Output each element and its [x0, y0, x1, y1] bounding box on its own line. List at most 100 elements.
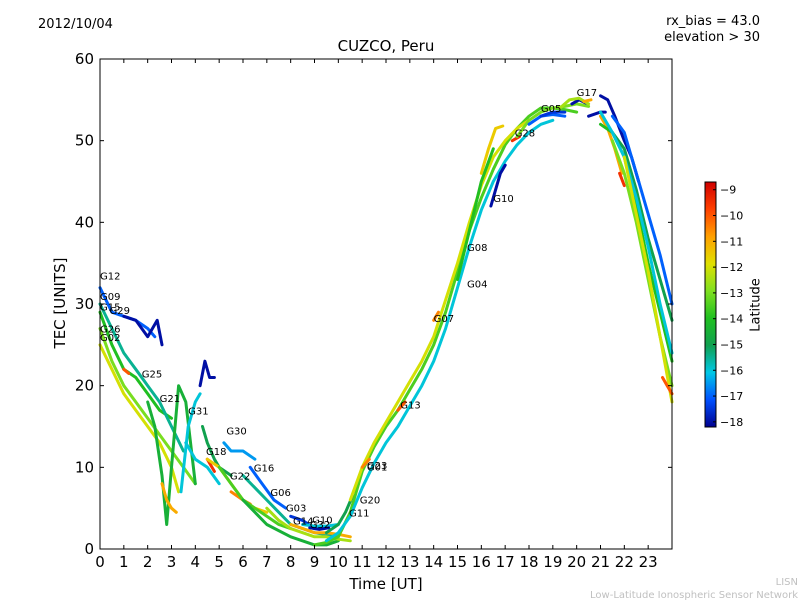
axis-layer: 0 1 2 3 4 5 6 7 8 9 10 11 12 13 14 15 16 17 18 19 20 21 22 2301… — [75, 50, 672, 571]
tec-series-10 — [198, 359, 216, 388]
y-tick-label: 60 — [75, 50, 94, 68]
x-tick-label: 10 — [329, 553, 348, 571]
tec-series-34 — [479, 124, 505, 175]
prn-label: G09 — [100, 292, 120, 303]
receiver-info: rx_bias = 43.0 elevation > 30 — [664, 14, 760, 46]
tec-series-8 — [160, 482, 178, 514]
prn-label: G02 — [100, 333, 120, 344]
tec-series-53 — [661, 376, 674, 396]
prn-label: G20 — [360, 495, 380, 506]
colorbar-tick-label: −17 — [720, 390, 743, 403]
colorbar-tick-label: −10 — [720, 210, 743, 223]
x-tick-label: 23 — [639, 553, 658, 571]
prn-label: G01 — [367, 463, 387, 474]
x-tick-label: 5 — [214, 553, 224, 571]
x-tick-label: 0 — [95, 553, 105, 571]
colorbar-tick-label: −15 — [720, 338, 743, 351]
tec-series-14 — [222, 441, 257, 461]
prn-label: G08 — [467, 243, 487, 254]
x-tick-label: 8 — [286, 553, 296, 571]
prn-label: G32 — [310, 520, 330, 531]
x-tick-label: 4 — [191, 553, 201, 571]
tec-series-42 — [582, 98, 593, 103]
y-tick-label: 30 — [75, 295, 94, 313]
x-tick-label: 12 — [376, 553, 395, 571]
prn-label: G23 — [367, 461, 387, 472]
prn-label: G06 — [270, 488, 290, 499]
x-tick-label: 16 — [472, 553, 491, 571]
tec-series-26 — [324, 494, 355, 535]
prn-label: G10 — [312, 516, 332, 527]
credit-line-2: Low-Latitude Ionospheric Sensor Network — [590, 590, 798, 601]
prn-label: G28 — [515, 129, 535, 140]
prn-label: G15 — [100, 303, 120, 314]
tec-series-15 — [248, 465, 288, 510]
tec-series-0 — [98, 343, 181, 494]
prn-label: G11 — [349, 508, 369, 519]
tec-series-6 — [122, 367, 131, 375]
prn-label: G25 — [142, 370, 162, 381]
rx-bias-label: rx_bias = 43.0 — [666, 14, 760, 29]
tec-series-49 — [610, 114, 674, 306]
tec-series-29 — [348, 118, 531, 502]
colorbar — [704, 181, 717, 428]
prn-label: G05 — [541, 104, 561, 115]
x-tick-label: 21 — [591, 553, 610, 571]
tec-series-24 — [301, 523, 340, 528]
tec-series-31 — [396, 400, 407, 412]
colorbar-tick-label: −16 — [720, 364, 743, 377]
prn-label: G22 — [230, 472, 250, 483]
x-tick-label: 19 — [543, 553, 562, 571]
x-tick-label: 9 — [310, 553, 320, 571]
prn-label: G30 — [226, 427, 246, 438]
colorbar-tick-label: −14 — [720, 313, 743, 326]
elevation-label: elevation > 30 — [664, 30, 760, 45]
tec-series-28 — [324, 118, 555, 543]
x-tick-label: 14 — [424, 553, 443, 571]
prn-label: G10 — [493, 194, 513, 205]
tec-series-30 — [360, 457, 371, 469]
tec-series-20 — [241, 498, 340, 547]
tec-series-50 — [599, 110, 674, 355]
x-tick-label: 6 — [238, 553, 248, 571]
chart-title: CUZCO, Peru — [337, 37, 435, 55]
colorbar-ticks: −9 −10 −11 −12 −13 −14 −15 −16 −17 −18 — [713, 184, 743, 429]
colorbar-tick-label: −9 — [720, 184, 736, 197]
prn-label: G03 — [286, 503, 306, 514]
prn-label: G16 — [254, 463, 274, 474]
tec-series-2 — [98, 310, 173, 420]
prn-label: G14 — [293, 517, 313, 528]
y-tick-label: 50 — [75, 132, 94, 150]
x-tick-label: 15 — [448, 553, 467, 571]
tec-series-32 — [432, 310, 440, 322]
tec-series-35 — [489, 163, 507, 208]
tec-series-27 — [313, 106, 579, 547]
x-tick-label: 11 — [353, 553, 372, 571]
x-tick-label: 13 — [400, 553, 419, 571]
x-tick-label: 7 — [262, 553, 272, 571]
x-tick-label: 2 — [143, 553, 153, 571]
prn-label: G21 — [160, 394, 180, 405]
tec-series-48 — [610, 131, 674, 322]
credit: LISN Low-Latitude Ionospheric Sensor Net… — [590, 576, 798, 602]
tec-series-45 — [618, 171, 626, 188]
x-tick-label: 18 — [519, 553, 538, 571]
prn-label: G07 — [434, 314, 454, 325]
x-tick-label: 3 — [167, 553, 177, 571]
y-tick-label: 10 — [75, 458, 94, 476]
prn-label: G17 — [577, 88, 597, 99]
tec-series-11 — [184, 441, 221, 486]
x-axis-label: Time [UT] — [349, 575, 423, 593]
colorbar-tick-label: −13 — [720, 287, 743, 300]
tec-series-7 — [146, 384, 197, 526]
colorbar-tick-label: −18 — [720, 416, 743, 429]
prn-label: G12 — [100, 272, 120, 283]
x-tick-label: 22 — [615, 553, 634, 571]
tec-series-5 — [122, 314, 164, 347]
prn-label: G13 — [400, 401, 420, 412]
prn-label: G29 — [110, 306, 130, 317]
tec-series-9 — [179, 392, 202, 494]
tec-series-52 — [622, 155, 674, 404]
